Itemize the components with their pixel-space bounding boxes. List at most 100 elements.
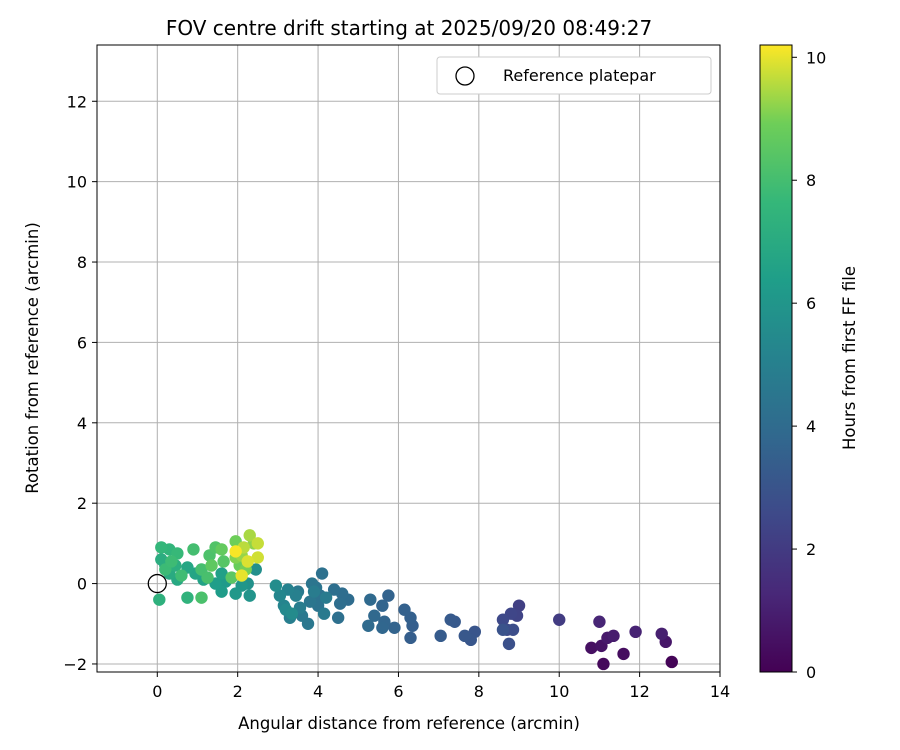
data-point (235, 569, 248, 582)
data-point (496, 623, 510, 636)
data-point (553, 613, 566, 626)
reference-marker (147, 573, 167, 594)
data-point (434, 629, 447, 643)
data-point (655, 627, 668, 641)
x-axis-ticks: 0 2 4 6 8 10 12 14 (152, 672, 730, 701)
data-point (187, 543, 200, 556)
data-point (215, 567, 228, 580)
y-tick-label: 8 (77, 253, 87, 272)
data-point (251, 537, 264, 550)
data-point (243, 529, 256, 542)
y-tick-label: 0 (77, 575, 87, 594)
grid-lines (97, 45, 721, 672)
data-point (155, 541, 168, 554)
data-point (273, 589, 287, 602)
data-point (229, 545, 242, 558)
data-point (217, 555, 230, 568)
x-tick-label: 14 (710, 682, 730, 701)
x-tick-label: 2 (233, 682, 243, 701)
legend-label: Reference platepar (503, 66, 656, 85)
data-point (153, 593, 166, 606)
y-tick-label: 4 (77, 414, 87, 433)
reference-point (147, 573, 167, 594)
colorbar-tick-label: 0 (806, 663, 816, 682)
data-point (307, 585, 321, 598)
colorbar-tick-label: 6 (806, 294, 816, 313)
data-point (205, 559, 218, 572)
x-tick-label: 8 (474, 682, 484, 701)
data-point (368, 609, 381, 622)
colorbar-tick-label: 4 (806, 417, 816, 436)
data-point (155, 553, 168, 566)
data-point (175, 569, 188, 582)
chart-title: FOV centre drift starting at 2025/09/20 … (166, 16, 652, 40)
y-axis-ticks: −2 0 2 4 6 8 10 12 (63, 92, 97, 674)
data-point (303, 595, 317, 608)
data-point (502, 637, 516, 651)
data-point (597, 657, 610, 671)
data-point (319, 591, 333, 604)
y-tick-label: 12 (67, 92, 87, 111)
y-tick-label: 10 (67, 173, 87, 192)
data-point (225, 571, 238, 584)
colorbar-tick-label: 8 (806, 171, 816, 190)
data-point (181, 591, 194, 604)
data-point (364, 593, 377, 606)
data-point (496, 613, 510, 626)
data-point (269, 579, 283, 592)
x-axis-label: Angular distance from reference (arcmin) (238, 714, 580, 733)
data-point (285, 607, 299, 620)
data-point (333, 597, 347, 610)
y-tick-label: −2 (63, 655, 87, 674)
data-point (585, 641, 598, 655)
data-point (165, 555, 178, 568)
data-point (249, 563, 262, 576)
data-point (382, 589, 395, 602)
data-point (317, 607, 331, 620)
legend: Reference platepar (436, 56, 712, 95)
y-axis-label: Rotation from reference (arcmin) (23, 222, 42, 494)
colorbar-ticks: 0 2 4 6 8 10 (792, 48, 826, 682)
x-tick-label: 4 (313, 682, 323, 701)
data-point (593, 615, 606, 628)
data-point (404, 631, 417, 645)
legend-box (436, 56, 712, 95)
data-point (398, 603, 411, 616)
data-point (617, 647, 630, 661)
colorbar: 0 2 4 6 8 10 Hours from first FF file (759, 44, 859, 682)
x-tick-label: 10 (549, 682, 569, 701)
data-point (251, 551, 264, 564)
data-point (241, 555, 254, 568)
x-tick-label: 0 (152, 682, 162, 701)
data-points (153, 529, 678, 671)
data-point (388, 621, 401, 634)
colorbar-gradient (759, 44, 793, 673)
data-point (201, 571, 214, 584)
y-tick-label: 2 (77, 494, 87, 513)
data-point (512, 599, 526, 612)
data-point (229, 587, 242, 600)
data-point (376, 599, 389, 612)
x-tick-label: 12 (629, 682, 649, 701)
data-point (195, 591, 208, 604)
colorbar-label: Hours from first FF file (840, 266, 859, 450)
data-point (243, 589, 256, 602)
data-point (327, 583, 341, 596)
data-point (607, 629, 620, 643)
data-point (376, 621, 389, 634)
data-point (331, 611, 345, 624)
legend-marker-open-circle (455, 66, 475, 86)
data-point (458, 629, 471, 643)
plot-frame (96, 44, 721, 673)
colorbar-tick-label: 10 (806, 48, 826, 67)
data-point (629, 625, 642, 639)
data-point (506, 623, 520, 636)
data-point (215, 543, 228, 556)
y-tick-label: 6 (77, 333, 87, 352)
data-point (444, 613, 457, 626)
data-point (362, 619, 375, 632)
data-point (665, 655, 678, 669)
colorbar-tick-label: 2 (806, 540, 816, 559)
x-tick-label: 6 (393, 682, 403, 701)
